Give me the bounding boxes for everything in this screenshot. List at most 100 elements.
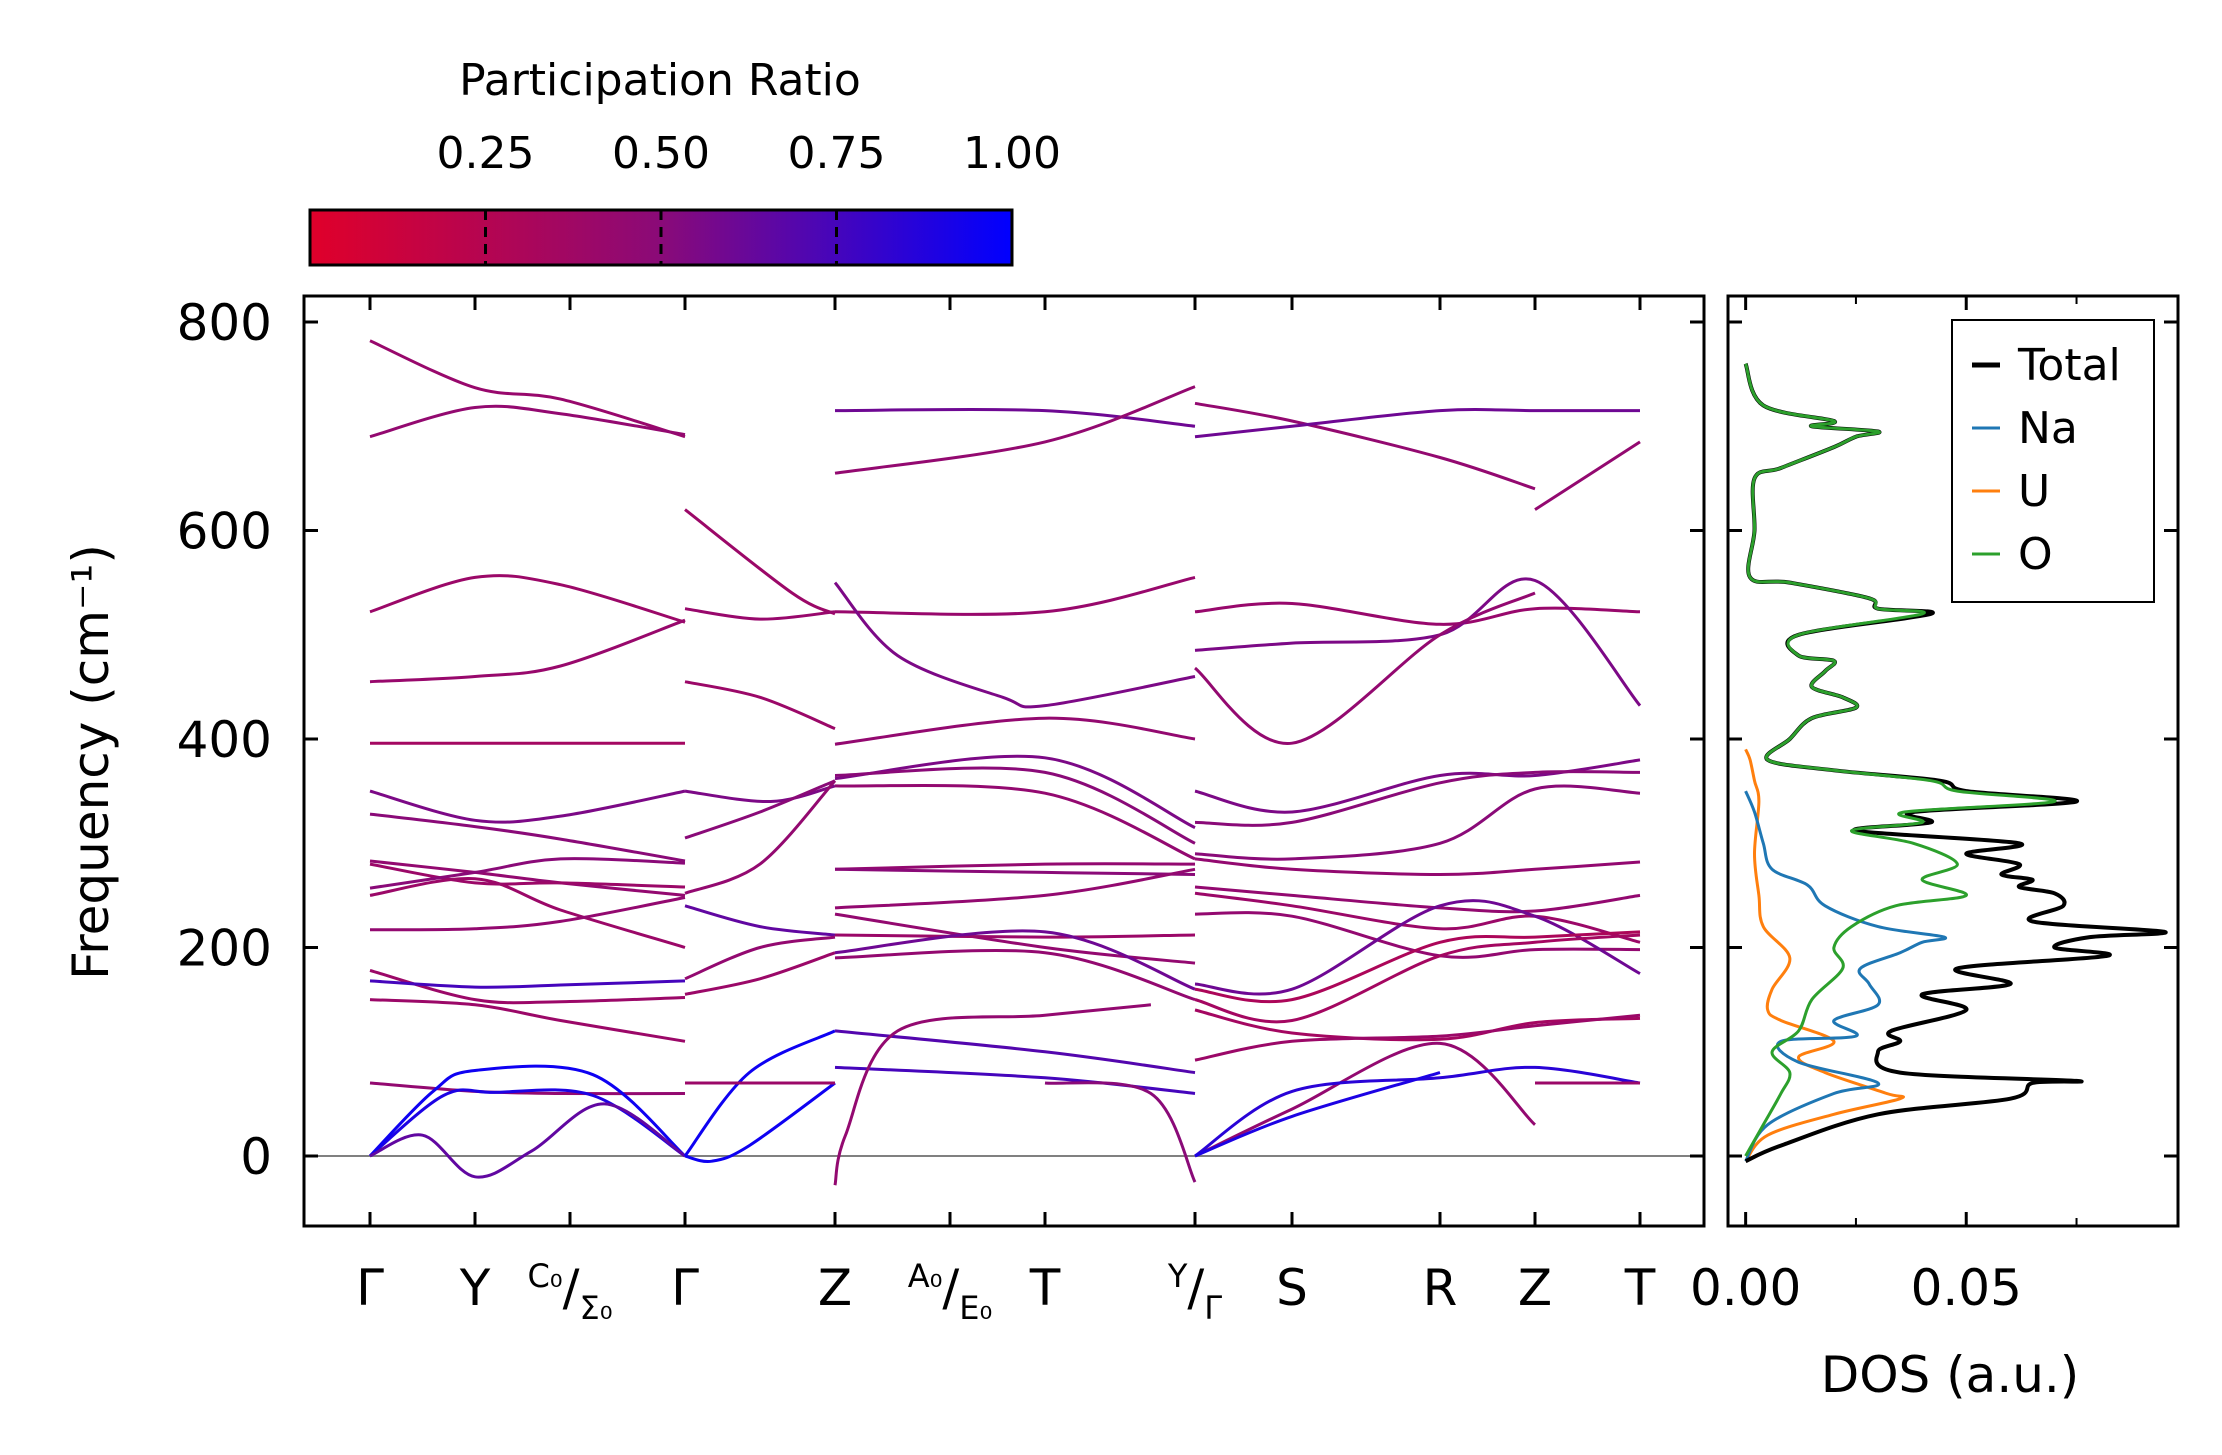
x-tick-label: S [1276, 1259, 1308, 1317]
phonon-band [369, 859, 686, 897]
legend-total-label: Total [2017, 340, 2121, 391]
phonon-band [684, 784, 836, 804]
phonon-band [369, 862, 686, 889]
phonon-band [1194, 930, 1641, 1004]
dos-ticks: 0.00 0.05 [1690, 296, 2178, 1317]
colorbar-tick-label: 0.75 [788, 128, 886, 179]
phonon-band [683, 1029, 836, 1157]
phonon-band [834, 407, 1196, 428]
phonon-band [1194, 1065, 1641, 1158]
phonon-band [1194, 407, 1640, 439]
x-tick-label: T [1624, 1259, 1656, 1317]
phonon-band [684, 680, 836, 730]
phonon-band [684, 607, 836, 621]
phonon-band [1044, 1081, 1197, 1183]
phonon-band [684, 1081, 836, 1164]
x-tick-label: R [1423, 1259, 1458, 1317]
dispersion-tick-labels: 0 200 400 600 800 Γ Y C₀/Σ₀ Γ Z A₀/E₀ T Y/Γ S R Z T [177, 294, 1656, 1327]
dos-axes-frame [1726, 294, 2180, 1228]
phonon-band [1194, 401, 1536, 491]
x-tick-label: Γ [356, 1259, 384, 1317]
phonon-band [1194, 891, 1641, 944]
y-tick-label: 400 [177, 711, 272, 769]
dos-series-u [1744, 748, 1905, 1163]
colorbar-ticks: 0.25 0.50 0.75 1.00 [437, 128, 1061, 265]
phonon-band [369, 574, 686, 624]
phonon-band [834, 867, 1196, 876]
phonon-band [834, 929, 1196, 991]
phonon-band [834, 385, 1196, 475]
phonon-band [368, 1064, 686, 1158]
y-tick-label: 0 [240, 1128, 272, 1186]
x-tick-label: Z [1518, 1259, 1552, 1317]
x-tick-label: Y [459, 1259, 491, 1317]
dos-curves [1743, 362, 2168, 1164]
y-tick-label: 600 [177, 503, 272, 561]
phonon-band [684, 508, 836, 616]
phonon-band [684, 951, 836, 996]
phonon-band [1194, 1071, 1441, 1158]
phonon-band [369, 876, 686, 949]
dispersion-ticks [304, 296, 1704, 1226]
phonon-band [834, 783, 1196, 861]
phonon-band [369, 618, 686, 684]
x-tick-label: A₀/E₀ [908, 1257, 993, 1327]
legend-o-label: O [2018, 529, 2053, 580]
phonon-band [1194, 577, 1642, 707]
phonon-band [834, 1065, 1196, 1095]
x-tick-label: Y/Γ [1167, 1257, 1222, 1327]
phonon-band [834, 754, 1196, 829]
dos-series-o [1744, 363, 2057, 1157]
phonon-band [1194, 857, 1641, 877]
x-tick-label: Γ [671, 1259, 699, 1317]
phonon-band [369, 812, 686, 863]
phonon-band [684, 779, 836, 840]
x-tick-label: C₀/Σ₀ [527, 1257, 612, 1327]
x-tick-label: T [1029, 1259, 1061, 1317]
phonon-band [1194, 591, 1536, 745]
phonon-band [833, 581, 1196, 709]
phonon-band [369, 1088, 686, 1158]
y-tick-label: 800 [177, 294, 272, 352]
phonon-band [369, 979, 686, 989]
phonon-bands [368, 339, 1642, 1186]
phonon-band [1194, 1013, 1641, 1062]
phonon-band [1194, 933, 1641, 1024]
phonon-band [1534, 440, 1641, 511]
phonon-band [834, 949, 1196, 1002]
colorbar-tick-label: 0.50 [612, 128, 710, 179]
dos-series-na [1744, 790, 1948, 1162]
phonon-band [1194, 784, 1641, 861]
dos-legend: Total Na U O [1951, 319, 2155, 603]
phonon-band [833, 1003, 1152, 1186]
phonon-band [369, 857, 686, 890]
phonon-band [369, 998, 686, 1043]
colorbar-tick-label: 1.00 [963, 128, 1061, 179]
phonon-band [1194, 770, 1641, 827]
phonon-band [684, 935, 836, 981]
phonon-band [834, 912, 1196, 965]
phonon-band [684, 904, 836, 937]
phonon-band [834, 1029, 1196, 1075]
phonon-band [369, 789, 686, 824]
phonon-band [1194, 899, 1641, 996]
dos-x-tick-label: 0.05 [1911, 1259, 2022, 1317]
phonon-band [369, 404, 686, 439]
dispersion-axes-frame [302, 294, 1706, 1228]
colorbar-tick-label: 0.25 [437, 128, 535, 179]
phonon-band [684, 779, 837, 895]
phonon-band [1194, 1008, 1641, 1042]
x-tick-label: Z [818, 1259, 852, 1317]
legend-u-label: U [2018, 466, 2050, 517]
dos-x-axis-label: DOS (a.u.) [1821, 1346, 2080, 1404]
phonon-band [369, 896, 686, 932]
y-axis-label: Frequency (cm⁻¹) [62, 544, 120, 980]
phonon-band [369, 1081, 686, 1096]
phonon-band [1194, 1041, 1537, 1158]
phonon-band [369, 1102, 686, 1179]
phonon-band [834, 862, 1196, 871]
phonon-band [1194, 885, 1641, 914]
legend-na-label: Na [2018, 403, 2078, 454]
colorbar-title: Participation Ratio [459, 55, 861, 106]
